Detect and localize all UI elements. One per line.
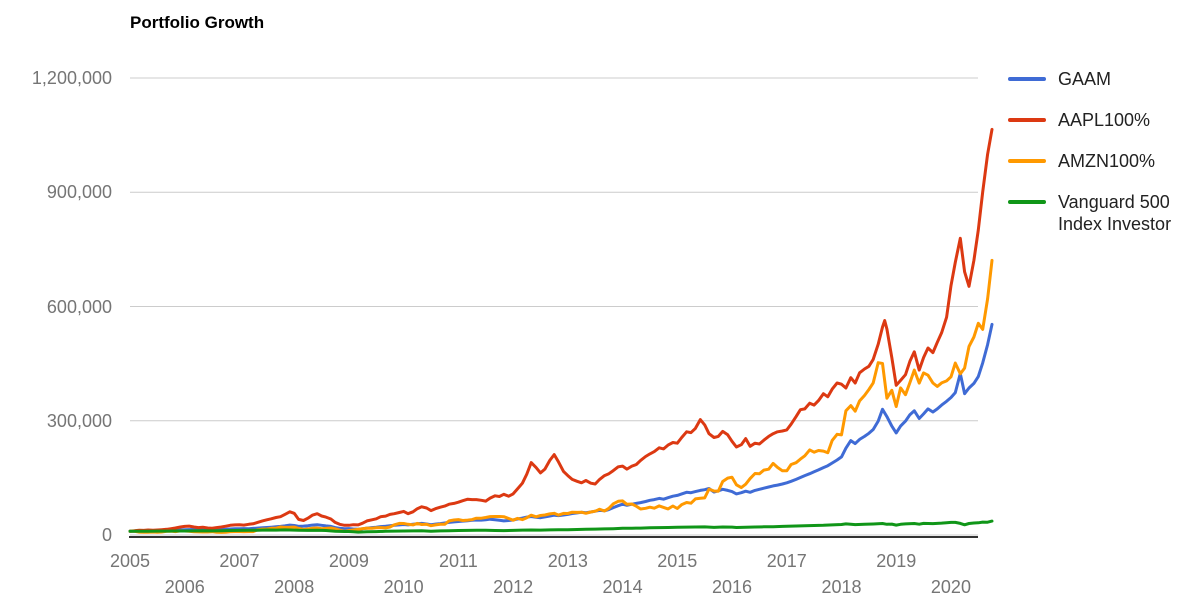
x-tick-label: 2010 — [383, 577, 424, 597]
x-tick-label: 2005 — [109, 551, 151, 571]
legend-swatch-gaam — [1008, 77, 1046, 81]
legend-label: Vanguard 500 Index Investor — [1058, 192, 1172, 234]
series-line-aapl100 — [128, 127, 994, 533]
x-tick-label: 2017 — [766, 551, 807, 571]
x-tick-label: 2020 — [930, 577, 971, 597]
y-tick-label: 600,000 — [46, 296, 112, 317]
legend-label: AAPL100% — [1058, 110, 1151, 130]
legend-swatch-aapl100 — [1008, 118, 1046, 122]
x-tick-label: 2009 — [328, 551, 369, 571]
x-tick-label: 2019 — [876, 551, 917, 571]
legend-swatch-vanguard-500-index-investor — [1008, 200, 1046, 204]
x-tick-label: 2012 — [493, 577, 534, 597]
legend-item-vanguard-500-index-investor: Vanguard 500 Index Investor — [1008, 191, 1198, 235]
y-tick-label: 1,200,000 — [31, 68, 112, 88]
x-tick-label: 2007 — [219, 551, 260, 571]
y-tick-label: 0 — [101, 525, 112, 545]
x-tick-label: 2006 — [164, 577, 205, 597]
x-tick-label: 2014 — [602, 577, 643, 597]
y-tick-label: 300,000 — [46, 410, 112, 431]
legend-label: GAAM — [1058, 69, 1112, 89]
legend-item-gaam: GAAM — [1008, 68, 1198, 90]
legend-item-aapl100: AAPL100% — [1008, 109, 1198, 131]
x-tick-label: 2018 — [821, 577, 862, 597]
y-tick-label: 900,000 — [46, 182, 112, 203]
legend-swatch-amzn100 — [1008, 159, 1046, 163]
series-line-gaam — [128, 322, 994, 533]
legend-item-amzn100: AMZN100% — [1008, 150, 1198, 172]
x-tick-label: 2011 — [439, 551, 478, 571]
series-line-vanguard-500-index-investor — [128, 519, 994, 534]
x-tick-label: 2016 — [712, 577, 753, 597]
x-tick-label: 2013 — [547, 551, 588, 571]
x-tick-label: 2015 — [657, 551, 698, 571]
legend-label: AMZN100% — [1058, 151, 1156, 171]
chart-title: Portfolio Growth — [130, 13, 265, 32]
series-line-amzn100 — [128, 258, 994, 534]
x-tick-label: 2008 — [274, 577, 315, 597]
legend: GAAM AAPL100% AMZN100% Vanguard 500 Index I… — [1008, 68, 1198, 254]
